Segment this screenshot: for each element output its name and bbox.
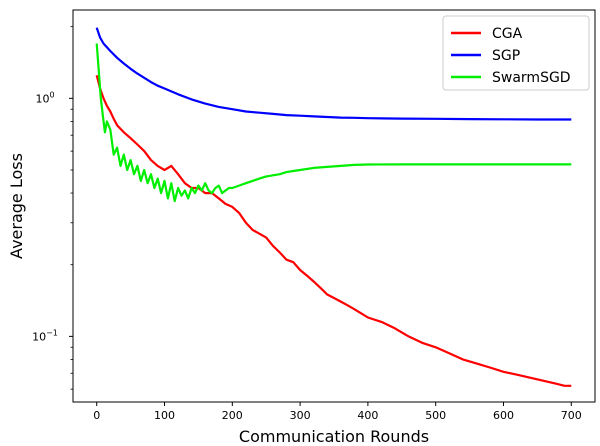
plot-lines — [95, 27, 572, 387]
legend-label-0: CGA — [492, 26, 523, 42]
x-tick-label-0: 0 — [93, 409, 100, 422]
x-tick-label-4: 400 — [357, 409, 378, 422]
x-tick-label-7: 700 — [561, 409, 582, 422]
legend-box — [442, 15, 590, 91]
legend-label-2: SwarmSGD — [492, 70, 571, 86]
legend: CGA SGP SwarmSGD — [442, 15, 590, 91]
x-tick-label-3: 300 — [290, 409, 311, 422]
series-line-1 — [95, 27, 572, 121]
x-tick-label-2: 200 — [222, 409, 243, 422]
plot-frame — [72, 9, 596, 403]
y-axis: 100 10−1 — [32, 26, 73, 390]
series-line-2 — [95, 43, 572, 203]
x-tick-label-6: 600 — [493, 409, 514, 422]
x-tick-label-5: 500 — [425, 409, 446, 422]
x-axis: 0 100 200 300 400 500 600 700 — [93, 402, 582, 422]
legend-label-1: SGP — [492, 48, 520, 64]
y-axis-label: Average Loss — [7, 153, 26, 259]
y-tick-label-1: 10−1 — [32, 328, 58, 343]
x-tick-label-1: 100 — [154, 409, 175, 422]
series-line-0 — [95, 75, 572, 387]
y-tick-label-0: 100 — [35, 90, 54, 105]
x-axis-label: Communication Rounds — [239, 427, 429, 446]
